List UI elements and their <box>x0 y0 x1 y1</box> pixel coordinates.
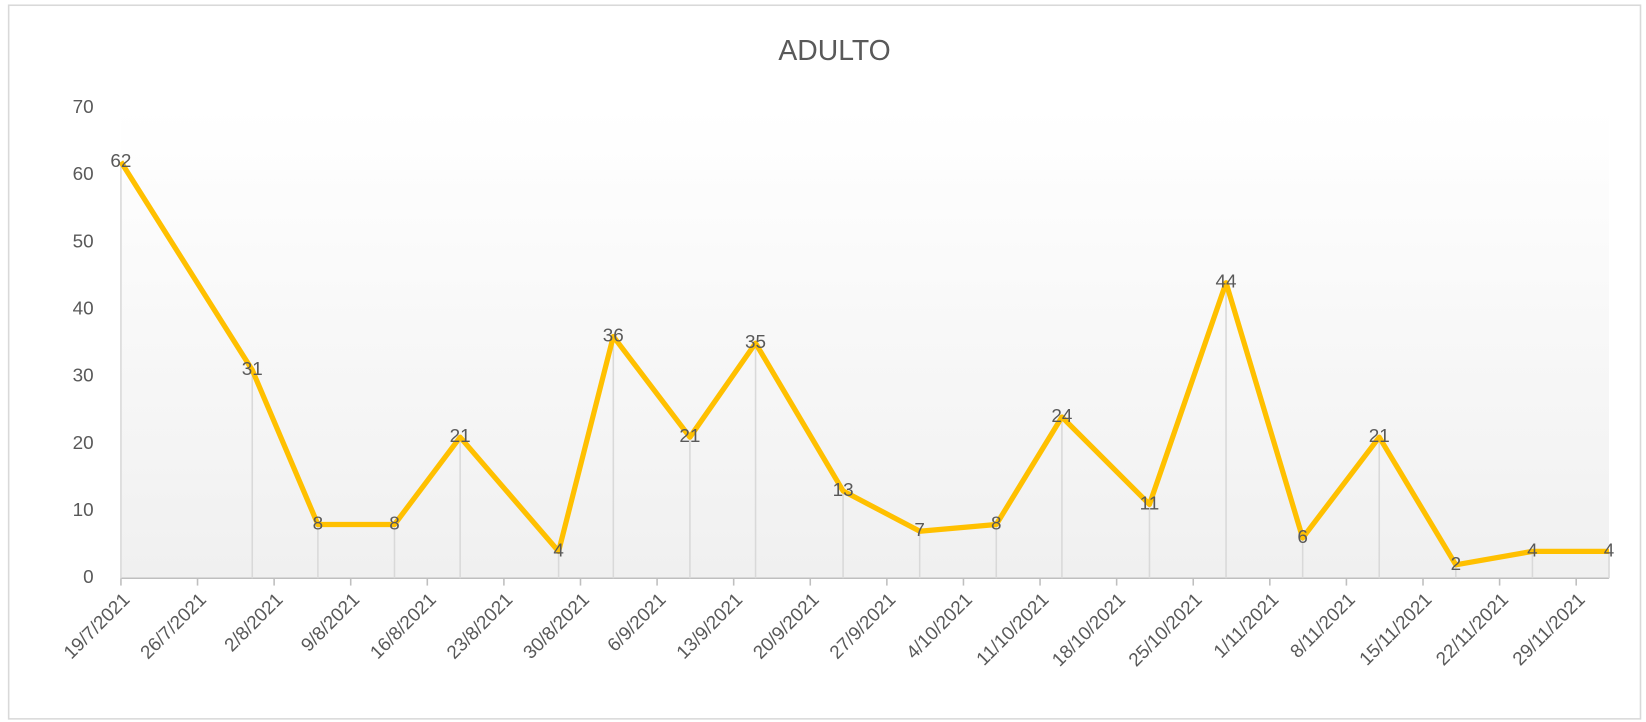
data-label: 21 <box>679 426 700 447</box>
y-tick-label: 40 <box>73 299 94 320</box>
data-label: 7 <box>914 520 925 541</box>
data-label: 8 <box>313 513 324 534</box>
data-label: 4 <box>1527 540 1537 561</box>
data-label: 21 <box>450 426 471 447</box>
data-label: 6 <box>1297 527 1308 548</box>
data-label: 44 <box>1216 272 1237 293</box>
data-label: 4 <box>1604 540 1614 561</box>
y-tick-label: 20 <box>73 433 94 454</box>
chart-title: ADULTO <box>778 35 890 67</box>
y-tick-label: 30 <box>73 366 94 387</box>
data-label: 4 <box>553 540 564 561</box>
y-tick-label: 10 <box>73 500 94 521</box>
data-label: 62 <box>110 151 131 172</box>
data-line <box>118 160 1610 568</box>
data-label: 8 <box>389 513 400 534</box>
y-tick-label: 50 <box>73 231 94 252</box>
data-label: 24 <box>1051 406 1072 427</box>
data-label: 36 <box>603 325 624 346</box>
data-label: 8 <box>991 513 1002 534</box>
y-tick-label: 70 <box>73 97 94 118</box>
data-label: 21 <box>1369 426 1390 447</box>
y-tick-label: 60 <box>73 164 94 185</box>
data-label: 31 <box>242 359 263 380</box>
data-label: 35 <box>745 332 766 353</box>
y-tick-label: 0 <box>83 567 94 588</box>
data-label: 11 <box>1140 493 1160 514</box>
data-label: 13 <box>833 480 854 501</box>
plot-area <box>120 108 1610 579</box>
data-label: 2 <box>1451 554 1462 575</box>
